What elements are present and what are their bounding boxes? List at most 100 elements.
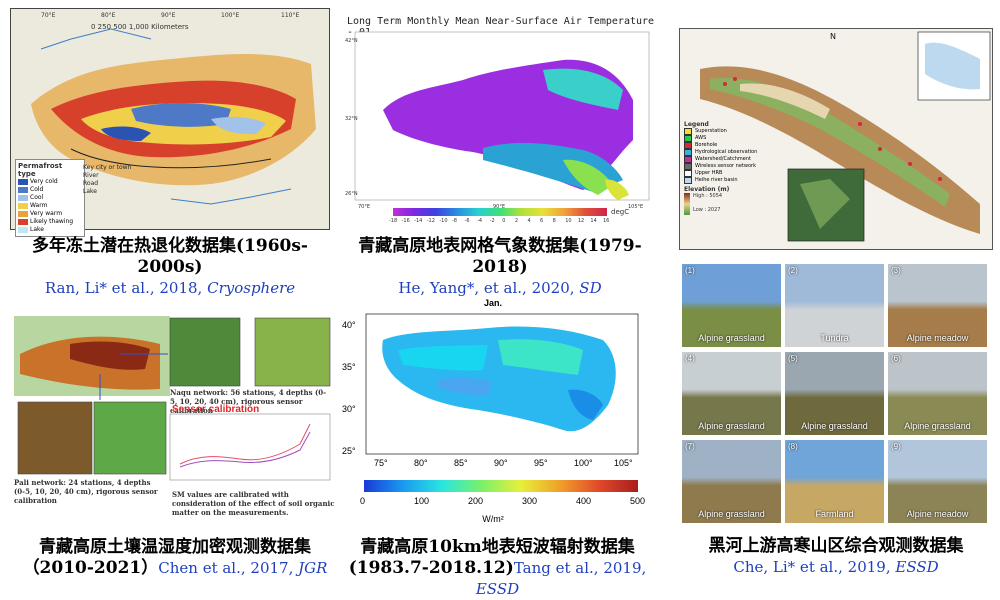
colorbar-tick: 200 bbox=[468, 496, 484, 506]
y-tick: 35° bbox=[342, 362, 356, 372]
legend-title: Legend bbox=[684, 121, 709, 128]
naqu-network-text: Naqu network: 56 stations, 4 depths (0-5… bbox=[170, 388, 327, 415]
pali-network-text: Pali network: 24 stations, 4 depths (0-5… bbox=[14, 478, 158, 505]
caption-citation: Che, Li* et al., 2019, ESSD bbox=[733, 558, 939, 576]
permafrost-map-panel: 70°E 80°E 90°E 100°E 110°E 0 250 500 1,0… bbox=[10, 8, 330, 237]
svg-text:70°E: 70°E bbox=[358, 204, 370, 210]
y-tick: 30° bbox=[342, 404, 356, 414]
site-photo: (6) Alpine grassland bbox=[888, 352, 987, 435]
photo-number: (9) bbox=[891, 442, 901, 451]
x-tick: 75° bbox=[374, 458, 388, 468]
radiation-map bbox=[365, 313, 639, 455]
site-photo: (1) Alpine grassland bbox=[682, 264, 781, 347]
key-item: Lake bbox=[83, 188, 97, 195]
photo-number: (4) bbox=[685, 354, 695, 363]
colorbar-tick: -18 bbox=[389, 218, 398, 224]
elevation-ramp: High : 5054 Low : 2027 bbox=[684, 193, 784, 215]
legend-item: Superstation bbox=[684, 128, 784, 135]
legend-swatch bbox=[18, 179, 28, 185]
sensor-calibration-title: Sensor calibration bbox=[172, 404, 260, 415]
svg-text:90°E: 90°E bbox=[161, 12, 176, 19]
caption-citation: He, Yang*, et al., 2020, SD bbox=[398, 279, 602, 297]
map-title: Jan. bbox=[483, 298, 502, 308]
permafrost-legend: Permafrost type Very cold Cold Cool Warm Ver… bbox=[15, 159, 85, 237]
legend-item: Lake bbox=[18, 226, 82, 234]
svg-text:80°E: 80°E bbox=[101, 12, 116, 19]
soil-network-panel: Naqu network: 56 stations, 4 depths (0-5… bbox=[10, 314, 340, 532]
legend-swatch bbox=[684, 149, 692, 156]
legend-item: Cold bbox=[18, 186, 82, 194]
colorbar-tick: 500 bbox=[630, 496, 646, 506]
legend-swatch bbox=[684, 156, 692, 163]
legend-item: Very warm bbox=[18, 210, 82, 218]
photo-label: Alpine grassland bbox=[698, 333, 765, 343]
site-photo: (4) Alpine grassland bbox=[682, 352, 781, 435]
caption-citation: Ran, Li* et al., 2018, Cryosphere bbox=[44, 279, 296, 297]
colorbar-tick: -2 bbox=[489, 218, 495, 224]
legend-item: Wireless sensor network bbox=[684, 163, 784, 170]
colorbar-tick: 300 bbox=[522, 496, 538, 506]
colorbar-tick: -14 bbox=[414, 218, 423, 224]
colorbar-tick: -4 bbox=[477, 218, 483, 224]
heihe-map-panel: N Legend Superstation AWS Borehole Hydrolog… bbox=[679, 28, 993, 250]
legend-swatch bbox=[684, 170, 692, 177]
permafrost-map: 70°E 80°E 90°E 100°E 110°E bbox=[11, 9, 329, 229]
heihe-map: N bbox=[680, 29, 992, 249]
elev-low: Low : 2027 bbox=[693, 207, 721, 213]
caption-permafrost: 多年冻土潜在热退化数据集(1960s-2000s) Ran, Li* et al… bbox=[0, 236, 340, 298]
svg-text:110°E: 110°E bbox=[281, 12, 299, 19]
colorbar-tick: -16 bbox=[401, 218, 410, 224]
legend-swatch bbox=[18, 211, 28, 217]
heihe-legend: Legend Superstation AWS Borehole Hydrologic… bbox=[684, 121, 784, 215]
colorbar-tick: 400 bbox=[576, 496, 592, 506]
temperature-map: 42°N 32°N 26°N 70°E 90°E 105°E bbox=[345, 31, 650, 210]
legend-swatch bbox=[18, 219, 28, 225]
x-tick: 80° bbox=[414, 458, 428, 468]
photo-number: (3) bbox=[891, 266, 901, 275]
legend-item: Watershed/Catchment bbox=[684, 156, 784, 163]
colorbar-tick: 16 bbox=[603, 218, 610, 224]
legend-item: Likely thawing bbox=[18, 218, 82, 226]
photo-label: Alpine grassland bbox=[904, 421, 971, 431]
colorbar-tick: 0 bbox=[502, 218, 506, 224]
temp-colorbar-ticks: -18 -16 -14 -12 -10 -8 -6 -4 -2 0 2 4 6 8 10 12 14 16 bbox=[389, 218, 610, 228]
legend-swatch bbox=[684, 177, 692, 184]
photo-label: Alpine meadow bbox=[906, 509, 969, 519]
photo-label: Alpine grassland bbox=[801, 421, 868, 431]
caption-radiation: 青藏高原10km地表短波辐射数据集 (1983.7-2018.12)Tang e… bbox=[335, 537, 660, 600]
photo-label: Alpine grassland bbox=[698, 509, 765, 519]
site-photo: (2) Tundra bbox=[785, 264, 884, 347]
photo-number: (7) bbox=[685, 442, 695, 451]
legend-swatch bbox=[684, 135, 692, 142]
colorbar-tick: 4 bbox=[527, 218, 531, 224]
site-photo: (5) Alpine grassland bbox=[785, 352, 884, 435]
legend-item: Very cold bbox=[18, 178, 82, 186]
svg-text:26°N: 26°N bbox=[345, 191, 358, 197]
legend-item: Upper HRB bbox=[684, 170, 784, 177]
caption-title: 黑河上游高寒山区综合观测数据集 bbox=[708, 536, 964, 556]
x-tick: 85° bbox=[454, 458, 468, 468]
legend-items: Very cold Cold Cool Warm Very warm Likely tha… bbox=[18, 178, 82, 234]
legend-title: Permafrost type bbox=[18, 162, 63, 178]
x-tick: 95° bbox=[534, 458, 548, 468]
photo-label: Tundra bbox=[820, 333, 849, 343]
radiation-unit: W/m² bbox=[482, 514, 504, 524]
colorbar-tick: 12 bbox=[577, 218, 585, 224]
sm-calibration-text: SM values are calibrated with considerat… bbox=[172, 490, 335, 517]
caption-temperature: 青藏高原地表网格气象数据集(1979-2018) He, Yang*, et a… bbox=[335, 236, 665, 298]
colorbar-tick: 2 bbox=[514, 218, 519, 224]
legend-item: AWS bbox=[684, 135, 784, 142]
site-photo: (3) Alpine meadow bbox=[888, 264, 987, 347]
site-photo: (7) Alpine grassland bbox=[682, 440, 781, 523]
photo-number: (8) bbox=[788, 442, 798, 451]
legend-swatch bbox=[18, 227, 28, 233]
photo-number: (1) bbox=[685, 266, 695, 275]
colorbar-tick: -10 bbox=[439, 218, 448, 224]
colorbar-tick: 8 bbox=[552, 218, 556, 224]
caption-heihe: 黑河上游高寒山区综合观测数据集 Che, Li* et al., 2019, E… bbox=[672, 536, 1000, 577]
caption-title: 多年冻土潜在热退化数据集(1960s-2000s) bbox=[32, 236, 308, 277]
caption-title: 青藏高原地表网格气象数据集(1979-2018) bbox=[358, 236, 642, 277]
colorbar-tick: 10 bbox=[565, 218, 572, 224]
colorbar-tick: -8 bbox=[451, 218, 457, 224]
legend-swatch bbox=[684, 128, 692, 135]
